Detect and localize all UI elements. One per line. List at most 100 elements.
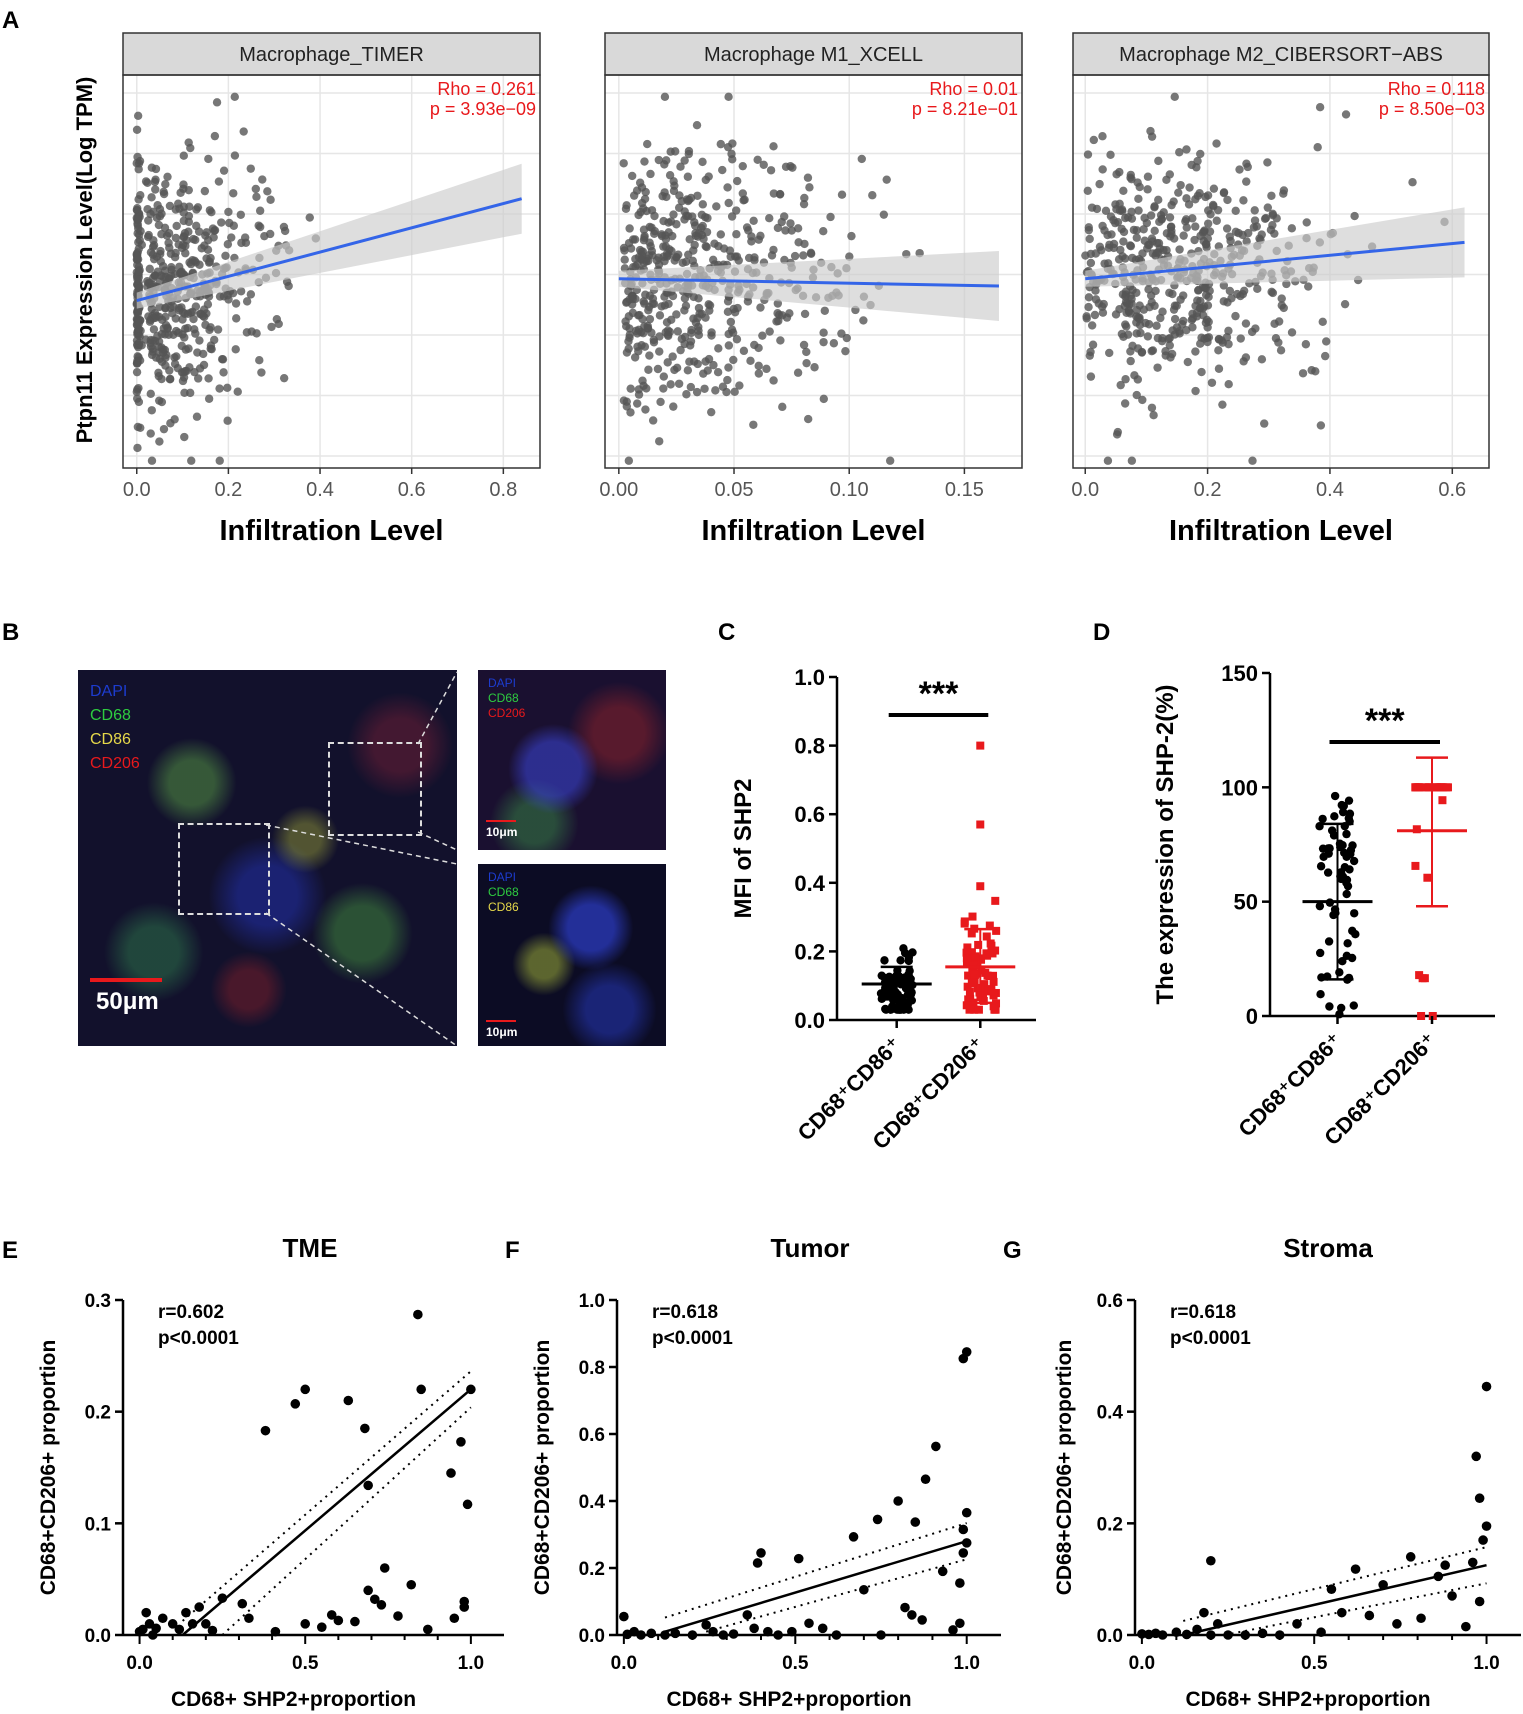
data-point [1121, 375, 1130, 384]
data-point [837, 190, 847, 199]
data-point [728, 155, 737, 164]
data-point [184, 138, 193, 147]
data-point [230, 151, 240, 160]
data-point [134, 284, 143, 293]
y-tick-label: 0 [1246, 1004, 1258, 1029]
data-point [157, 357, 167, 367]
x-axis-label: CD68+ SHP2+proportion [171, 1688, 416, 1711]
data-point [1106, 212, 1116, 221]
data-point [456, 1437, 466, 1447]
data-point [1340, 299, 1350, 309]
data-point [683, 366, 693, 375]
data-point [133, 215, 142, 224]
data-point [1316, 862, 1326, 871]
data-point [763, 1626, 773, 1637]
data-point [146, 429, 155, 438]
data-point [725, 246, 735, 255]
facet-title: Macrophage M2_CIBERSORT−ABS [1119, 44, 1443, 66]
data-point [730, 308, 740, 317]
data-point [662, 192, 671, 202]
data-point [726, 317, 736, 327]
stat-rho: Rho = 0.01 [929, 79, 1018, 99]
data-point [1101, 206, 1111, 216]
confidence-band [136, 163, 522, 309]
data-point [650, 211, 659, 221]
data-point [1335, 968, 1344, 977]
data-point [223, 383, 232, 393]
panel-efg-plots: TME 0.0 0.1 0.2 0.3 0.0 0.5 1.0 CD68+ SHP2+propo… [37, 1233, 1521, 1711]
data-point [197, 244, 206, 253]
data-point [1150, 301, 1159, 310]
data-point [701, 357, 710, 366]
data-point [205, 206, 215, 215]
data-point [1105, 348, 1114, 358]
data-point [674, 379, 684, 388]
data-point [904, 953, 914, 962]
data-point [790, 251, 800, 261]
data-point [199, 360, 209, 370]
data-point [896, 1005, 906, 1014]
data-point [1167, 229, 1176, 239]
data-point [1337, 800, 1346, 810]
fit-line [136, 197, 523, 303]
data-point [902, 999, 911, 1009]
data-point [800, 193, 809, 203]
data-point [786, 219, 795, 228]
data-point [1191, 386, 1200, 396]
data-point [1322, 337, 1331, 346]
data-point [1118, 206, 1127, 216]
data-point [754, 361, 763, 371]
data-point [215, 384, 224, 393]
data-point [1405, 1552, 1416, 1562]
data-point [723, 183, 732, 192]
data-point [1432, 783, 1441, 792]
data-point [730, 252, 740, 261]
data-point [716, 139, 725, 149]
data-point [1236, 334, 1245, 343]
data-point [1241, 353, 1251, 362]
data-point [756, 1548, 766, 1558]
stat-p: p<0.0001 [158, 1328, 239, 1349]
data-point [1166, 222, 1176, 232]
data-point [1408, 178, 1417, 187]
data-point [1481, 1381, 1492, 1392]
panel-a-plot-3: Macrophage M2_CIBERSORT−ABS Rho = 0.118p … [1071, 32, 1490, 547]
data-point [1116, 380, 1125, 390]
data-point [773, 1630, 783, 1640]
data-point [669, 210, 678, 219]
data-point [714, 344, 723, 353]
data-point [1157, 215, 1166, 224]
data-point [1325, 1002, 1334, 1011]
data-point [230, 92, 239, 102]
outlier-point [976, 882, 985, 891]
data-point [1268, 209, 1277, 218]
data-point [1239, 196, 1248, 205]
data-point [1188, 323, 1197, 332]
data-point [376, 1600, 387, 1610]
data-point [804, 1618, 814, 1629]
data-point [1287, 224, 1297, 233]
data-point [149, 325, 159, 334]
label-dapi: DAPI [90, 683, 128, 700]
data-point [1268, 288, 1278, 298]
data-point [1349, 856, 1359, 866]
data-point [1253, 284, 1262, 294]
data-point [1474, 1493, 1485, 1504]
microscopy-main-image: DAPI CD68 CD86 CD206 50μm [78, 670, 457, 1046]
data-point [666, 217, 676, 226]
data-point [462, 1499, 473, 1510]
data-point [1344, 814, 1353, 823]
data-point [363, 1585, 373, 1596]
data-point [698, 157, 707, 167]
data-point [1126, 173, 1135, 182]
data-point [961, 1538, 972, 1548]
y-tick-label: 50 [1234, 890, 1258, 915]
data-point [786, 161, 795, 171]
panel-letter-g: G [1003, 1237, 1022, 1264]
data-point [1315, 102, 1325, 112]
data-point [257, 368, 266, 377]
x-tick-label: 0.0 [1129, 1653, 1155, 1674]
data-point [749, 216, 758, 226]
data-point [290, 1399, 301, 1409]
